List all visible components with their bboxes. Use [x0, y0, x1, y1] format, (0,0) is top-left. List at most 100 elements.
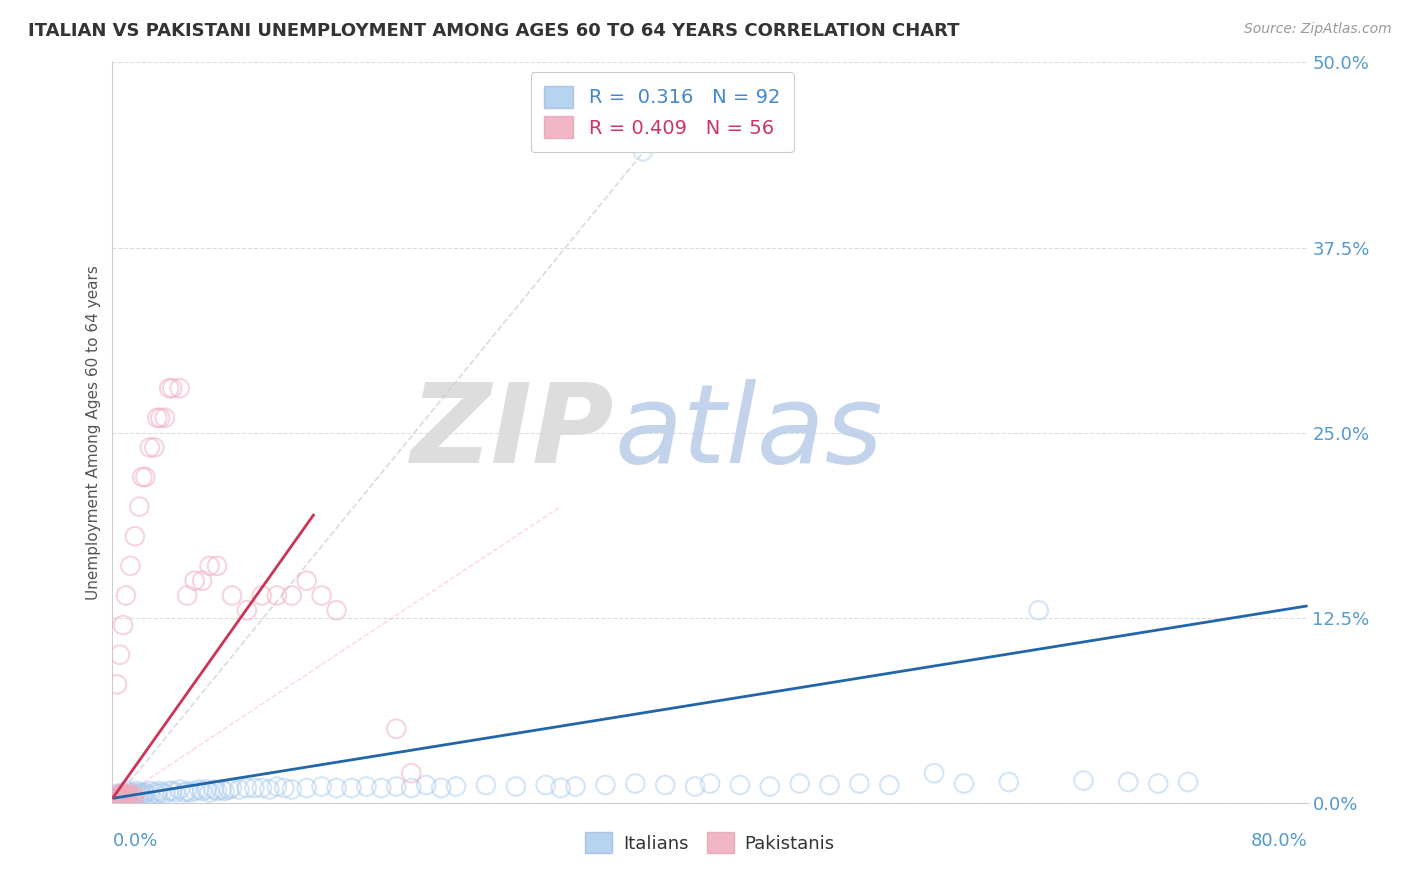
Point	[295, 780, 318, 795]
Point	[143, 441, 166, 455]
Point	[139, 789, 162, 803]
Point	[104, 794, 127, 808]
Point	[110, 793, 132, 807]
Point	[120, 789, 142, 804]
Point	[124, 789, 146, 803]
Point	[631, 145, 654, 159]
Point	[195, 782, 218, 797]
Point	[108, 787, 131, 801]
Point	[139, 784, 162, 798]
Text: Source: ZipAtlas.com: Source: ZipAtlas.com	[1244, 22, 1392, 37]
Point	[127, 789, 149, 803]
Point	[250, 780, 273, 795]
Point	[117, 787, 139, 801]
Point	[266, 780, 288, 794]
Point	[122, 789, 145, 804]
Point	[221, 589, 243, 603]
Point	[356, 780, 378, 794]
Point	[205, 558, 228, 573]
Point	[415, 778, 437, 792]
Point	[179, 785, 201, 799]
Point	[728, 778, 751, 792]
Point	[191, 784, 214, 798]
Point	[188, 782, 211, 797]
Point	[818, 778, 841, 792]
Point	[654, 778, 676, 792]
Point	[165, 785, 187, 799]
Point	[117, 789, 139, 803]
Point	[311, 780, 333, 794]
Point	[128, 500, 150, 514]
Point	[162, 381, 183, 395]
Point	[143, 785, 166, 799]
Point	[370, 780, 392, 795]
Point	[401, 780, 423, 795]
Point	[105, 789, 128, 804]
Point	[108, 789, 131, 803]
Point	[114, 794, 135, 808]
Point	[125, 784, 148, 798]
Point	[475, 778, 498, 792]
Point	[759, 780, 782, 794]
Point	[1147, 776, 1170, 790]
Point	[107, 791, 129, 805]
Point	[183, 784, 205, 798]
Point	[162, 784, 183, 798]
Point	[153, 787, 176, 801]
Legend: Italians, Pakistanis: Italians, Pakistanis	[578, 825, 842, 861]
Point	[117, 789, 139, 804]
Point	[998, 775, 1021, 789]
Point	[107, 789, 129, 804]
Point	[430, 780, 453, 795]
Point	[114, 789, 135, 804]
Point	[114, 791, 135, 805]
Point	[295, 574, 318, 588]
Point	[157, 784, 180, 798]
Point	[273, 780, 295, 795]
Point	[108, 789, 131, 804]
Point	[401, 766, 423, 780]
Point	[118, 787, 141, 801]
Point	[176, 589, 198, 603]
Point	[325, 780, 347, 795]
Point	[1118, 775, 1140, 789]
Text: ZIP: ZIP	[411, 379, 614, 486]
Point	[228, 782, 250, 797]
Point	[105, 787, 128, 801]
Point	[111, 785, 134, 799]
Point	[922, 766, 945, 780]
Point	[104, 793, 127, 807]
Point	[134, 470, 156, 484]
Point	[121, 785, 143, 799]
Point	[129, 787, 152, 801]
Y-axis label: Unemployment Among Ages 60 to 64 years: Unemployment Among Ages 60 to 64 years	[86, 265, 101, 600]
Point	[115, 789, 138, 803]
Point	[132, 785, 155, 799]
Point	[236, 780, 259, 795]
Point	[683, 780, 706, 794]
Text: ITALIAN VS PAKISTANI UNEMPLOYMENT AMONG AGES 60 TO 64 YEARS CORRELATION CHART: ITALIAN VS PAKISTANI UNEMPLOYMENT AMONG …	[28, 22, 960, 40]
Point	[149, 410, 172, 425]
Point	[169, 381, 191, 395]
Point	[198, 785, 221, 799]
Point	[789, 776, 811, 790]
Text: atlas: atlas	[614, 379, 883, 486]
Point	[385, 780, 408, 794]
Point	[953, 776, 976, 790]
Point	[110, 794, 132, 808]
Point	[107, 794, 129, 808]
Point	[281, 589, 304, 603]
Point	[340, 780, 363, 795]
Point	[385, 722, 408, 736]
Point	[103, 791, 125, 805]
Point	[111, 789, 134, 804]
Point	[1028, 603, 1050, 617]
Point	[243, 780, 266, 795]
Point	[134, 787, 156, 801]
Point	[202, 782, 225, 797]
Point	[624, 776, 647, 790]
Point	[124, 787, 146, 801]
Point	[444, 780, 467, 794]
Point	[595, 778, 617, 792]
Point	[1073, 773, 1095, 788]
